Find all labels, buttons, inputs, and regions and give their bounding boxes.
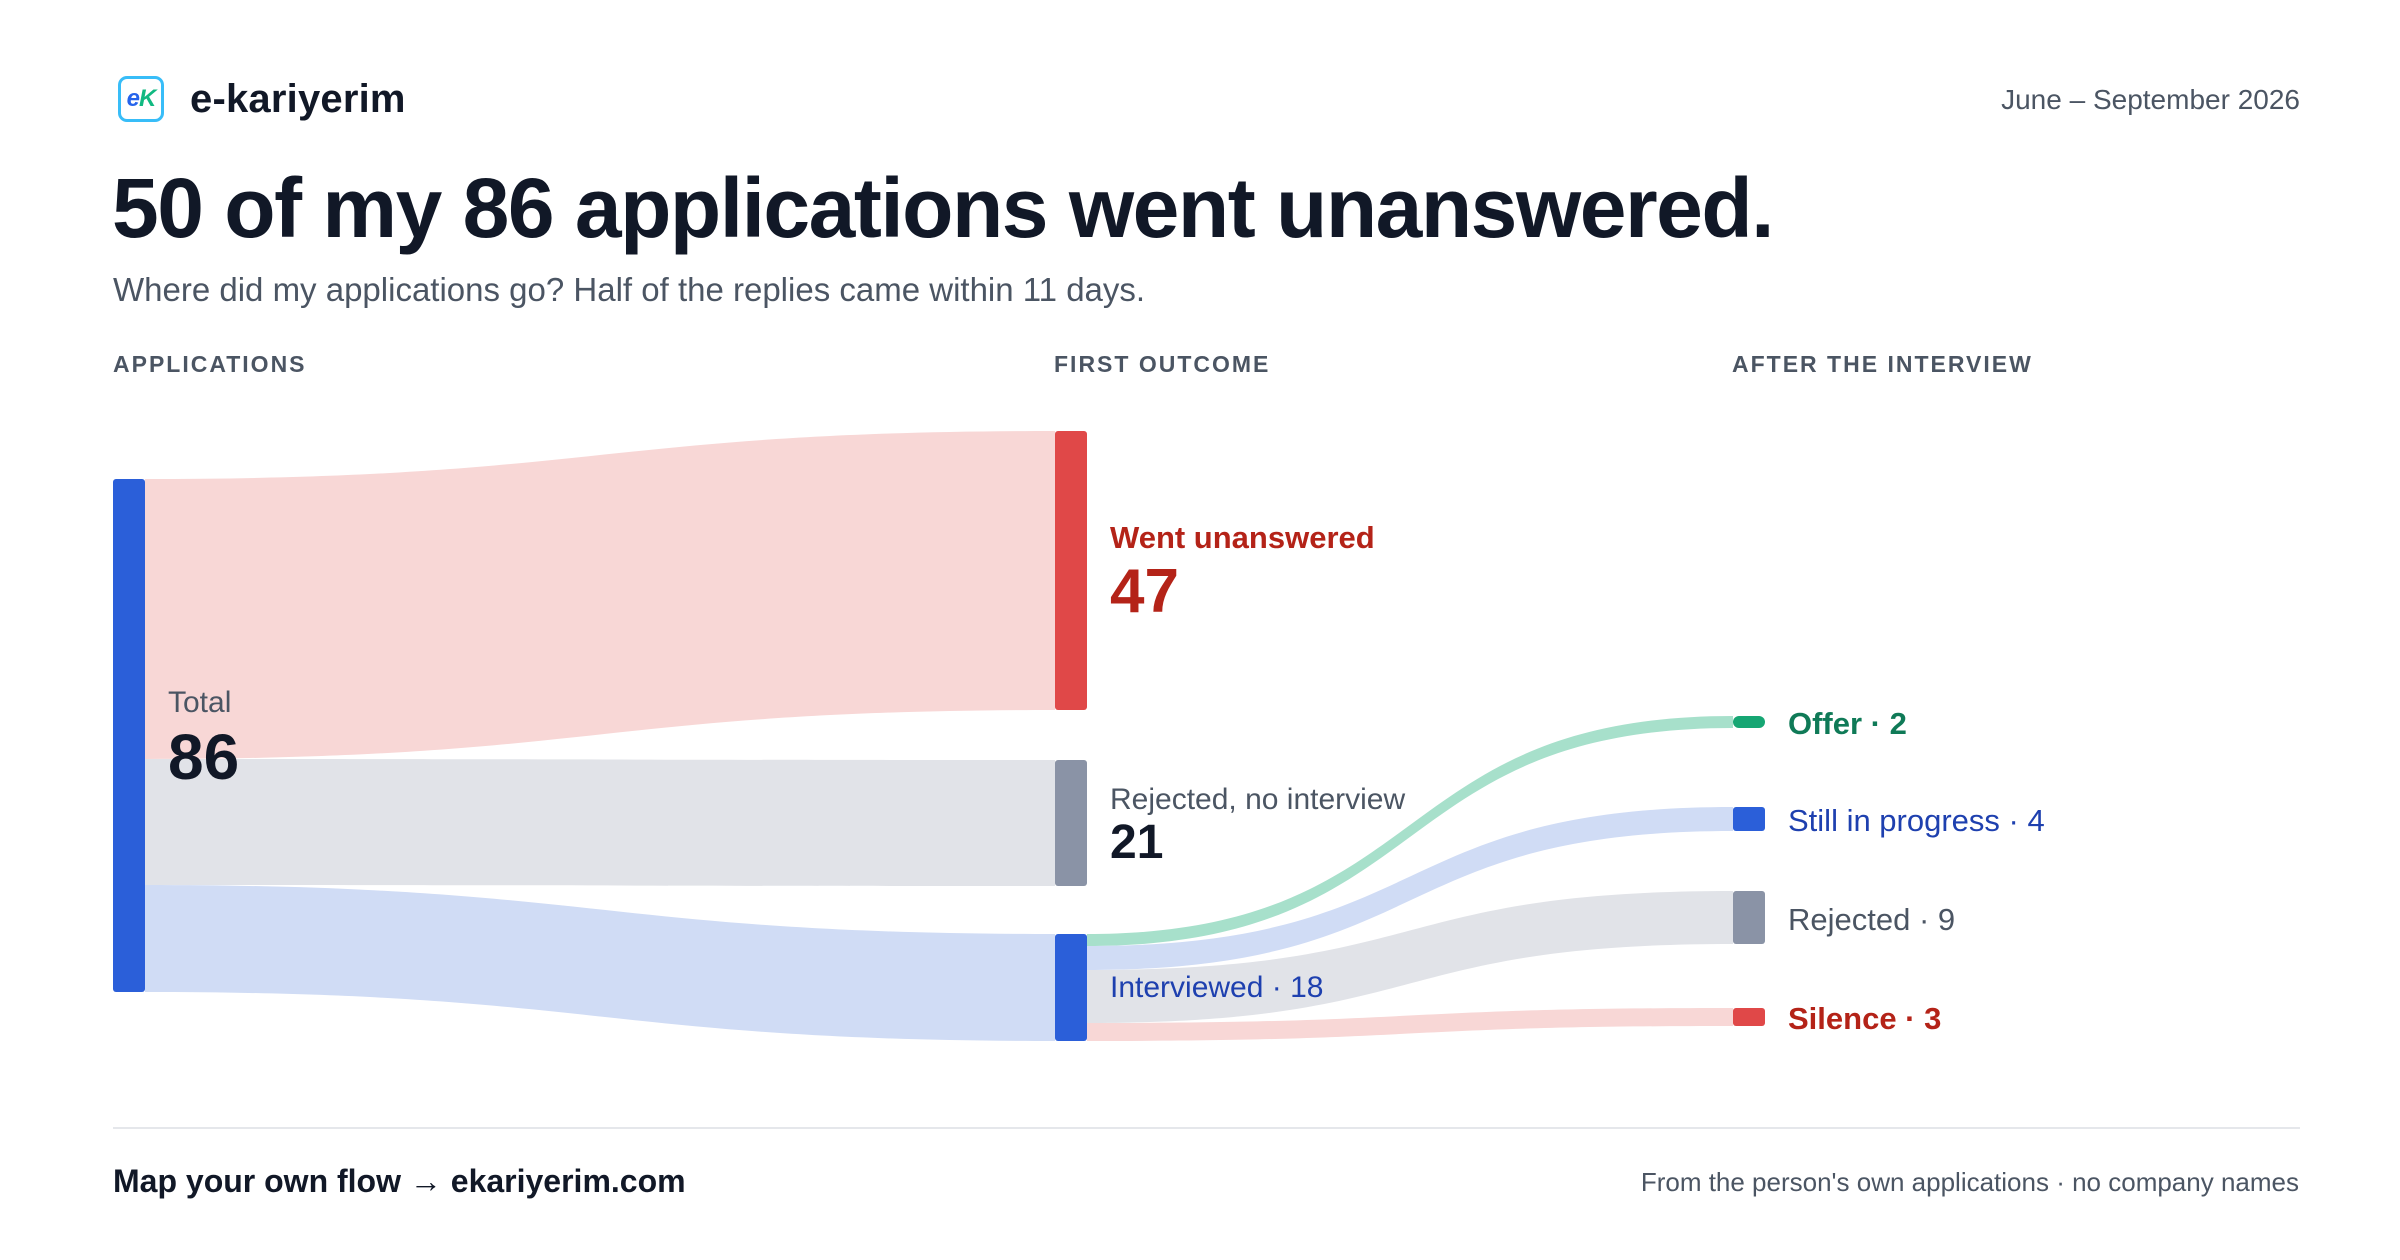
interviewed-label: Interviewed · 18 [1110, 971, 1324, 1004]
flow-total-to-unanswered [145, 431, 1055, 759]
rejected-no-interview-label: Rejected, no interview [1110, 783, 1406, 816]
cta-link[interactable]: Map your own flow → ekariyerim.com [113, 1163, 686, 1199]
node-bar-interviewed [1055, 934, 1087, 1041]
column-label-applications: APPLICATIONS [113, 351, 307, 377]
flow-interviewed-to-rejected [1087, 891, 1733, 1023]
node-bar-rejected-after [1733, 891, 1765, 944]
flow-total-to-rejected [145, 759, 1055, 886]
brand-name: e-kariyerim [190, 76, 406, 121]
flow-total-to-interviewed [145, 885, 1055, 1041]
silence-label: Silence · 3 [1788, 1001, 1942, 1036]
unanswered-value: 47 [1110, 557, 1179, 626]
total-value: 86 [168, 721, 240, 793]
node-bar-rejected [1055, 760, 1087, 886]
subtitle: Where did my applications go? Half of th… [113, 271, 1146, 308]
flow-interviewed-to-offer [1087, 716, 1733, 946]
headline: 50 of my 86 applications went unanswered… [112, 161, 1775, 255]
node-bar-silence [1733, 1008, 1765, 1026]
in-progress-label: Still in progress · 4 [1788, 803, 2045, 838]
column-label-after-interview: AFTER THE INTERVIEW [1732, 351, 2033, 377]
node-bar-in-progress [1733, 807, 1765, 831]
brand: eK e-kariyerim [118, 76, 406, 122]
node-bar-unanswered [1055, 431, 1087, 710]
flow-interviewed-to-in-progress [1087, 807, 1733, 970]
footnote: From the person's own applications · no … [1640, 1167, 2299, 1197]
node-bar-offer [1733, 716, 1765, 728]
column-label-first-outcome: FIRST OUTCOME [1054, 351, 1271, 377]
unanswered-label: Went unanswered [1110, 520, 1375, 555]
offer-label: Offer · 2 [1788, 706, 1907, 741]
total-label: Total [168, 686, 232, 719]
brand-logo-icon: eK [118, 76, 164, 122]
flow-interviewed-to-silence [1087, 1008, 1733, 1041]
date-range: June – September 2026 [2001, 84, 2300, 115]
footer-divider [113, 1127, 2300, 1129]
rejected-no-interview-value: 21 [1110, 816, 1164, 869]
node-bar-total [113, 479, 145, 992]
rejected-after-label: Rejected · 9 [1788, 902, 1956, 937]
